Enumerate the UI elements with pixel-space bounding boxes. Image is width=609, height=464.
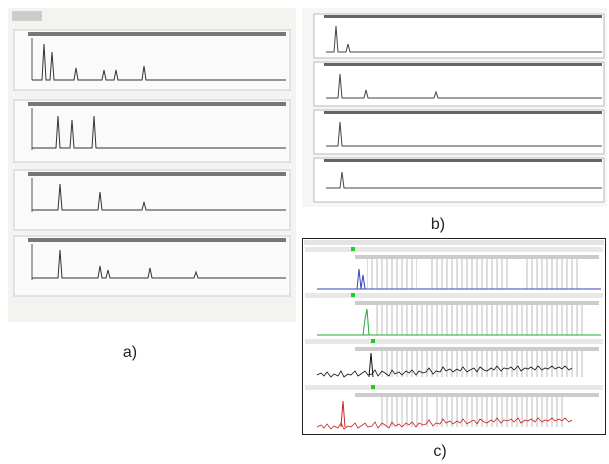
bin-bar (355, 393, 599, 397)
status-icon (371, 385, 375, 389)
peak (362, 308, 370, 336)
bins (430, 259, 510, 289)
status-icon (351, 293, 355, 297)
strip (313, 61, 605, 107)
trace (326, 171, 602, 189)
channel-header (305, 293, 603, 298)
channel (305, 247, 603, 290)
panel-label: c) (433, 443, 446, 460)
strip (13, 235, 291, 297)
channel-header (305, 247, 603, 252)
channel-header (305, 339, 603, 344)
strip-frame (13, 99, 291, 163)
status-icon (351, 247, 355, 251)
bins (380, 397, 430, 427)
ruler (28, 32, 286, 36)
channel (305, 385, 603, 430)
logo (12, 11, 42, 21)
trace (326, 73, 602, 99)
bins (375, 305, 585, 335)
ruler (324, 15, 602, 18)
strip (13, 99, 291, 163)
peak (340, 400, 346, 428)
ruler (324, 159, 602, 162)
bins (525, 259, 580, 289)
trace (326, 25, 602, 53)
strip-frame (313, 61, 605, 107)
bins (367, 259, 417, 289)
strip (313, 109, 605, 155)
trace (326, 121, 602, 147)
channel-header (305, 385, 603, 390)
ruler (324, 111, 602, 114)
trace (32, 249, 286, 279)
ruler (28, 172, 286, 176)
peak (356, 268, 366, 290)
channel (305, 293, 603, 336)
bin-bar (355, 347, 599, 351)
trace (32, 43, 286, 81)
strip-frame (13, 29, 291, 91)
strip-frame (313, 109, 605, 155)
ruler (324, 63, 602, 66)
ruler (28, 102, 286, 106)
status-icon (371, 339, 375, 343)
panel-c: c) (302, 238, 606, 460)
toolbar (304, 240, 604, 245)
channel (305, 339, 603, 378)
bin-bar (355, 301, 599, 305)
panel-b: b) (302, 8, 607, 233)
trace (32, 183, 286, 211)
trace (32, 115, 286, 149)
strip-frame (13, 169, 291, 231)
panel-label: b) (431, 216, 445, 233)
peak (368, 352, 374, 378)
strip (13, 169, 291, 231)
strip-frame (13, 235, 291, 297)
bin-bar (355, 255, 599, 259)
strip (313, 157, 605, 203)
strip-frame (313, 13, 605, 59)
panel-label: a) (123, 344, 137, 361)
bins (380, 351, 585, 377)
ruler (28, 238, 286, 242)
strip (313, 13, 605, 59)
strip (13, 29, 291, 91)
panel-a: a) (8, 8, 296, 361)
strip-frame (313, 157, 605, 203)
